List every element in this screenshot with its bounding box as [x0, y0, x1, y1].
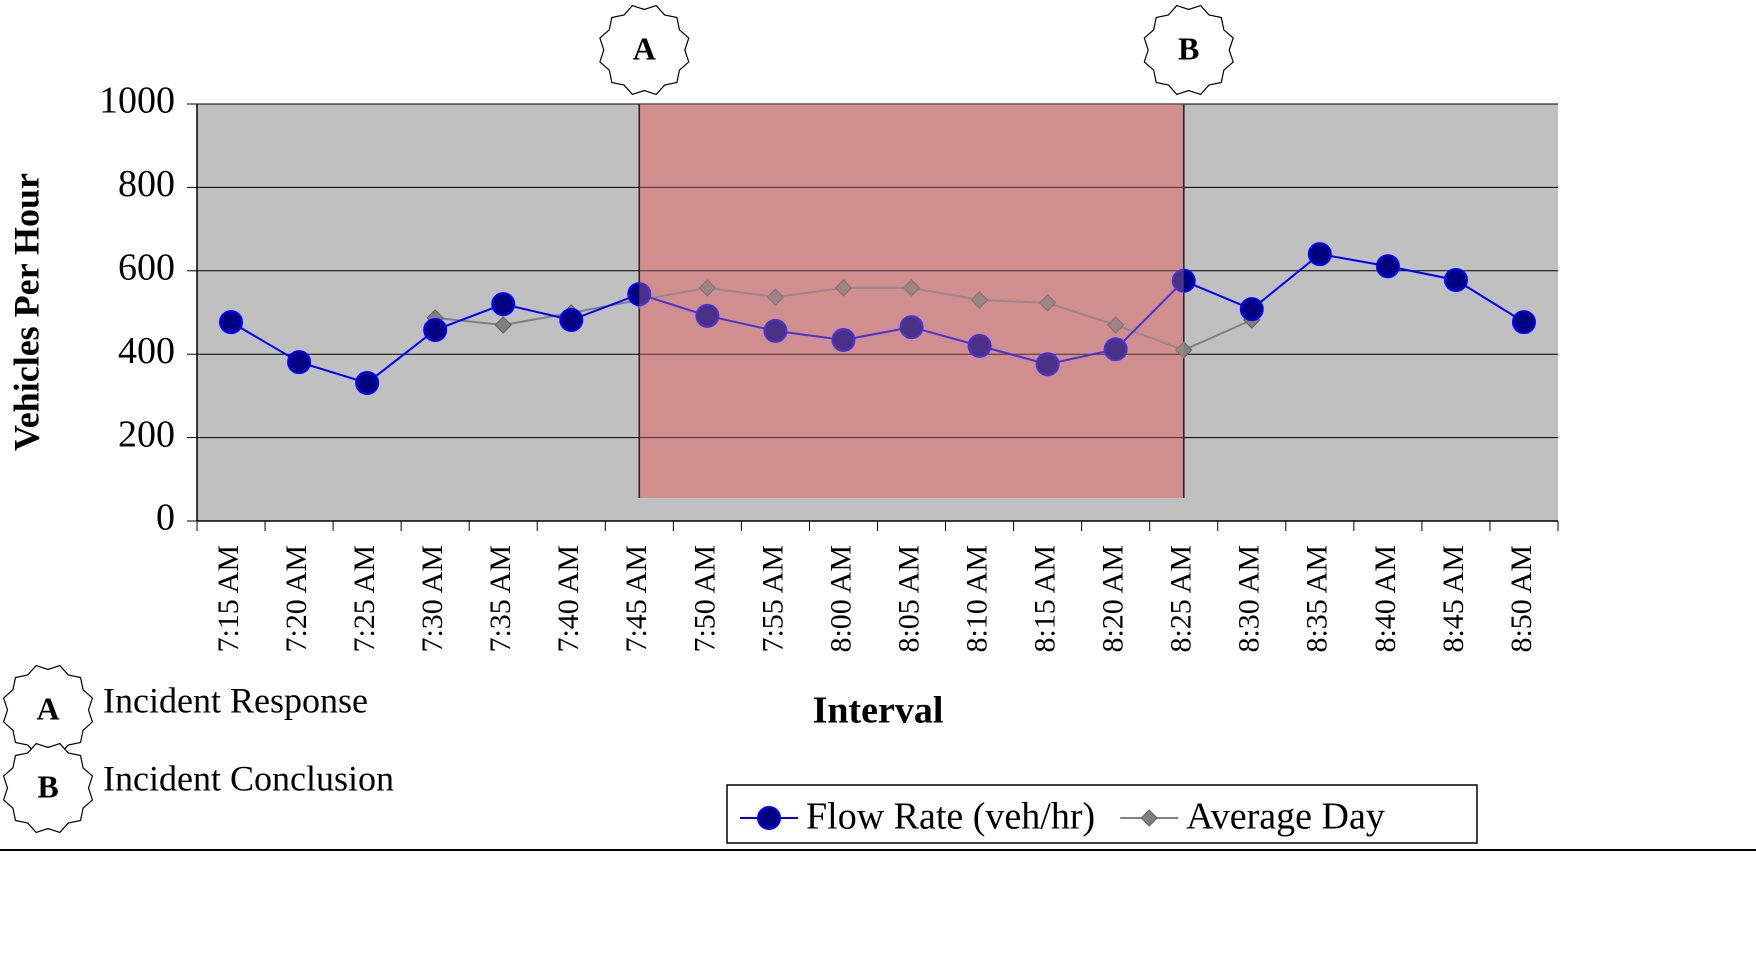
x-tick-label: 8:35 AM	[1301, 545, 1334, 653]
y-tick-label: 800	[118, 163, 175, 205]
y-tick-label: 400	[118, 330, 175, 372]
x-axis-title: Interval	[813, 690, 944, 732]
marker	[627, 282, 652, 307]
annotation-badge-label: B	[1178, 30, 1199, 66]
marker	[1443, 267, 1468, 292]
marker	[494, 316, 512, 334]
marker	[1171, 268, 1196, 293]
x-tick-label: 8:00 AM	[824, 545, 857, 653]
marker	[1175, 341, 1193, 359]
y-tick-label: 200	[118, 413, 175, 455]
key-text: Incident Response	[103, 680, 368, 720]
marker	[1140, 809, 1158, 827]
marker	[1511, 310, 1536, 335]
annotation-badge	[599, 4, 690, 96]
x-tick-label: 8:50 AM	[1505, 545, 1538, 653]
marker	[834, 279, 853, 297]
annotation-badge	[1143, 4, 1234, 96]
x-tick-label: 7:40 AM	[552, 545, 585, 653]
x-tick-label: 7:30 AM	[416, 545, 449, 653]
marker	[1239, 297, 1264, 322]
marker	[970, 291, 989, 309]
marker	[1307, 242, 1332, 267]
y-axis-title: Vehicles Per Hour	[6, 173, 46, 451]
marker	[355, 370, 380, 395]
marker	[1106, 316, 1125, 334]
y-tick-label: 600	[118, 247, 175, 289]
x-tick-label: 8:05 AM	[892, 545, 925, 653]
x-tick-label: 7:35 AM	[484, 545, 517, 653]
x-tick-label: 8:40 AM	[1369, 545, 1402, 653]
x-tick-label: 8:10 AM	[960, 545, 993, 653]
x-tick-label: 7:25 AM	[348, 545, 381, 653]
marker	[1103, 337, 1128, 362]
legend-label: Average Day	[1186, 796, 1385, 838]
incident-region-overlay	[639, 104, 1184, 498]
marker	[967, 333, 992, 358]
marker	[698, 279, 717, 297]
key-badge-label: B	[37, 768, 58, 804]
legend-label: Flow Rate (veh/hr)	[806, 796, 1095, 838]
key-badge	[2, 664, 94, 756]
key-badge	[2, 742, 94, 834]
marker	[1038, 294, 1057, 312]
marker	[899, 315, 924, 340]
marker	[491, 292, 516, 317]
marker	[766, 288, 785, 306]
marker	[287, 350, 312, 375]
marker	[219, 310, 244, 335]
x-tick-label: 7:45 AM	[620, 545, 653, 653]
x-tick-label: 8:15 AM	[1029, 545, 1062, 653]
annotation-badge-label: A	[633, 30, 656, 66]
marker	[831, 328, 856, 353]
x-tick-label: 7:55 AM	[756, 545, 789, 653]
marker	[757, 806, 781, 830]
key-badge-label: A	[36, 690, 59, 726]
marker	[1375, 254, 1400, 279]
y-tick-label: 1000	[99, 80, 175, 122]
x-tick-label: 7:15 AM	[212, 545, 245, 653]
marker	[559, 308, 584, 333]
marker	[763, 318, 788, 343]
marker	[1035, 352, 1060, 377]
x-tick-label: 7:20 AM	[280, 545, 313, 653]
x-tick-label: 7:50 AM	[688, 545, 721, 653]
incident-region	[639, 104, 1184, 498]
x-tick-label: 8:25 AM	[1165, 545, 1198, 653]
marker	[695, 303, 720, 328]
series-line	[230, 253, 1525, 385]
x-tick-label: 8:30 AM	[1233, 545, 1266, 653]
x-tick-label: 8:45 AM	[1437, 545, 1470, 653]
key-text: Incident Conclusion	[103, 758, 394, 798]
legend	[726, 784, 1478, 844]
x-tick-label: 8:20 AM	[1097, 545, 1130, 653]
y-tick-label: 0	[156, 497, 175, 539]
marker	[423, 318, 448, 343]
marker	[902, 279, 921, 297]
